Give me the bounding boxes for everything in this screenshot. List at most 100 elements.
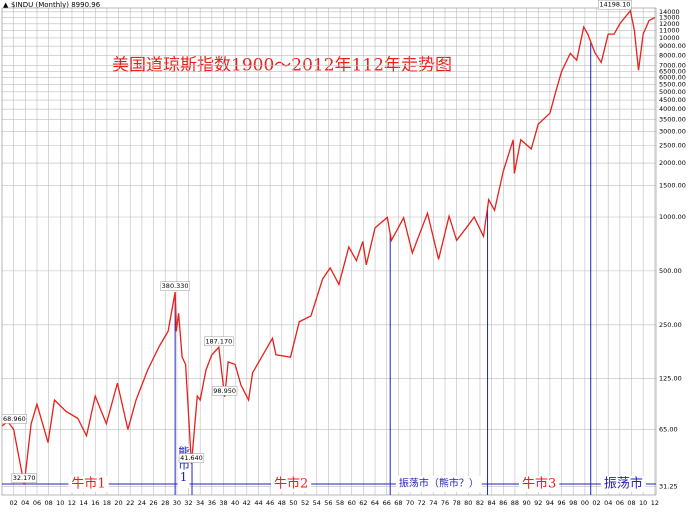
x-tick-label: 92: [534, 499, 542, 507]
y-tick-label: 6500.00: [659, 67, 686, 75]
y-tick-label: 3500.00: [659, 116, 686, 124]
x-tick-label: 04: [21, 499, 29, 507]
y-tick-label: 8000.00: [659, 51, 686, 59]
annotation-box: [160, 281, 190, 291]
series-line: [1, 9, 656, 485]
plot-frame: [1, 7, 657, 496]
x-tick-label: 44: [254, 499, 262, 507]
y-tick-label: 3000.00: [659, 128, 686, 136]
x-tick-label: 54: [313, 499, 321, 507]
y-tick-label: 5000.00: [659, 88, 686, 96]
y-tick-label: 500.00: [659, 267, 682, 275]
period-label: 牛市3: [522, 476, 556, 492]
x-tick-label: 98: [569, 499, 577, 507]
x-tick-label: 68: [394, 499, 402, 507]
annotation-label: 68.960: [3, 415, 26, 423]
x-tick-label: 38: [219, 499, 227, 507]
annotation-label: 41.640: [180, 454, 203, 462]
period-label: 振荡市: [604, 476, 643, 492]
y-tick-label: 13000: [659, 14, 680, 22]
x-tick-label: 20: [114, 499, 122, 507]
y-tick-label: 1500.00: [659, 181, 686, 189]
x-tick-label: 04: [604, 499, 612, 507]
x-tick-label: 36: [208, 499, 216, 507]
x-tick-label: 18: [103, 499, 111, 507]
x-tick-label: 24: [138, 499, 146, 507]
y-tick-label: 2000.00: [659, 159, 686, 167]
y-tick-label: 7000.00: [659, 62, 686, 70]
x-tick-label: 56: [324, 499, 332, 507]
period-label-bg: [395, 476, 482, 492]
x-tick-label: 76: [441, 499, 449, 507]
annotation-label: 187.170: [205, 337, 232, 345]
x-tick-label: 96: [557, 499, 565, 507]
annotation-label: 380.330: [162, 282, 189, 290]
period-label-bg: [518, 476, 560, 492]
x-tick-label: 14: [79, 499, 87, 507]
header-icon: ▲: [3, 1, 9, 9]
y-tick-label: 250.00: [659, 321, 682, 329]
x-tick-label: 12: [68, 499, 76, 507]
x-tick-label: 08: [627, 499, 635, 507]
x-tick-label: 34: [196, 499, 204, 507]
x-tick-label: 26: [149, 499, 157, 507]
period-label-bg: [270, 476, 312, 492]
x-tick-label: 72: [418, 499, 426, 507]
x-tick-label: 62: [359, 499, 367, 507]
y-tick-label: 9000.00: [659, 42, 686, 50]
x-tick-label: 42: [243, 499, 251, 507]
annotation-box: [11, 473, 37, 483]
y-tick-label: 4000.00: [659, 105, 686, 113]
y-tick-label: 11000: [659, 27, 680, 35]
x-tick-label: 84: [487, 499, 495, 507]
annotation-box: [204, 336, 234, 347]
x-tick-label: 80: [464, 499, 472, 507]
period-label: 熊市1: [177, 445, 191, 484]
x-tick-label: 00: [581, 499, 589, 507]
x-tick-label: 50: [289, 499, 297, 507]
y-tick-label: 12000: [659, 20, 680, 28]
x-tick-label: 12: [651, 499, 659, 507]
x-tick-label: 46: [266, 499, 274, 507]
x-tick-label: 10: [56, 499, 64, 507]
x-tick-label: 90: [522, 499, 530, 507]
y-tick-label: 5500.00: [659, 80, 686, 88]
x-tick-label: 16: [91, 499, 99, 507]
y-tick-label: 31.25: [659, 482, 678, 490]
x-tick-label: 78: [453, 499, 461, 507]
x-tick-label: 74: [429, 499, 437, 507]
x-tick-label: 30: [173, 499, 181, 507]
x-tick-label: 06: [616, 499, 624, 507]
y-tick-label: 1000.00: [659, 213, 686, 221]
x-tick-label: 60: [348, 499, 356, 507]
x-tick-label: 52: [301, 499, 309, 507]
x-tick-label: 22: [126, 499, 134, 507]
x-tick-label: 88: [511, 499, 519, 507]
x-tick-label: 94: [546, 499, 554, 507]
period-label-bg: [600, 476, 646, 492]
y-tick-label: 6000.00: [659, 74, 686, 82]
y-tick-label: 2500.00: [659, 142, 686, 150]
x-tick-label: 02: [10, 499, 18, 507]
x-tick-label: 08: [44, 499, 52, 507]
x-tick-label: 70: [406, 499, 414, 507]
x-tick-label: 10: [639, 499, 647, 507]
chart-header: $INDU (Monthly) 8990.96: [11, 1, 101, 9]
annotation-label: 98.950: [213, 387, 236, 395]
x-tick-label: 86: [499, 499, 507, 507]
annotation-label: 14198.10: [599, 1, 630, 9]
x-tick-label: 40: [231, 499, 239, 507]
x-tick-label: 66: [383, 499, 391, 507]
annotation-box: [178, 453, 205, 463]
y-tick-label: 4500.00: [659, 96, 686, 104]
y-tick-label: 65.00: [659, 426, 678, 434]
x-tick-label: 06: [33, 499, 41, 507]
period-label: 牛市1: [71, 476, 105, 492]
x-tick-label: 58: [336, 499, 344, 507]
x-tick-label: 32: [184, 499, 192, 507]
x-tick-label: 82: [476, 499, 484, 507]
y-tick-label: 14000: [659, 8, 680, 16]
x-tick-label: 02: [592, 499, 600, 507]
